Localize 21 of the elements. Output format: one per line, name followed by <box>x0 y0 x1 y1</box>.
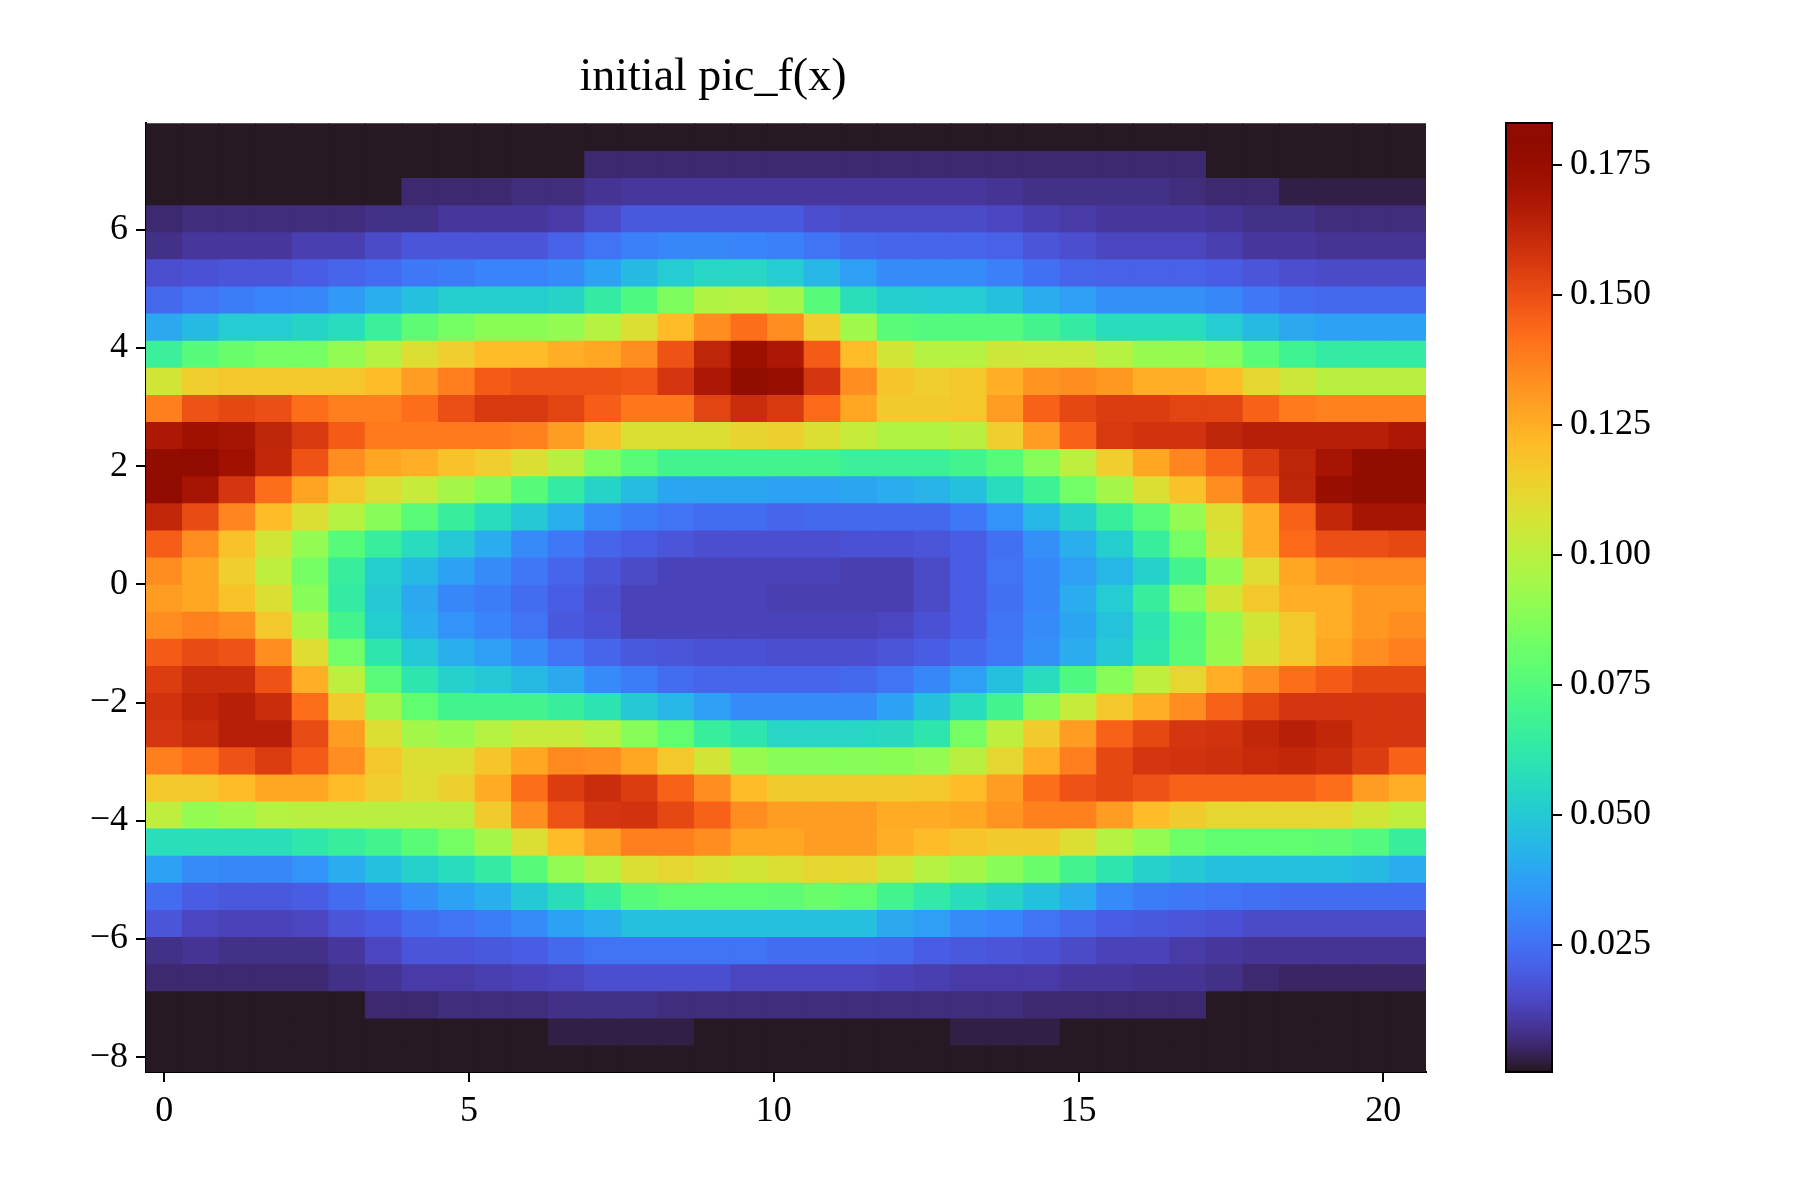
color-bar-label: 0.125 <box>1570 402 1651 443</box>
y-tick-label: 0 <box>110 561 128 602</box>
color-bar-label: 0.050 <box>1570 792 1651 833</box>
y-tick-label: −6 <box>89 916 128 957</box>
color-bar-label: 0.100 <box>1570 532 1651 573</box>
color-bar-label: 0.175 <box>1570 142 1651 183</box>
color-bar-label: 0.150 <box>1570 272 1651 313</box>
color-bar-label: 0.025 <box>1570 922 1651 963</box>
y-tick-label: 4 <box>110 325 128 366</box>
x-tick-label: 15 <box>1060 1089 1097 1130</box>
y-tick-label: −4 <box>89 798 128 839</box>
chart-title: initial pic_f(x) <box>579 48 847 100</box>
x-tick-label: 5 <box>460 1089 479 1130</box>
x-tick-label: 10 <box>755 1089 792 1130</box>
x-tick-label: 20 <box>1365 1089 1402 1130</box>
x-tick-label: 0 <box>155 1089 174 1130</box>
y-tick-label: −8 <box>89 1034 128 1075</box>
color-bar-label: 0.075 <box>1570 662 1651 703</box>
y-tick-label: 2 <box>110 443 128 484</box>
y-tick-label: −2 <box>89 679 128 720</box>
y-tick-label: 6 <box>110 207 128 248</box>
